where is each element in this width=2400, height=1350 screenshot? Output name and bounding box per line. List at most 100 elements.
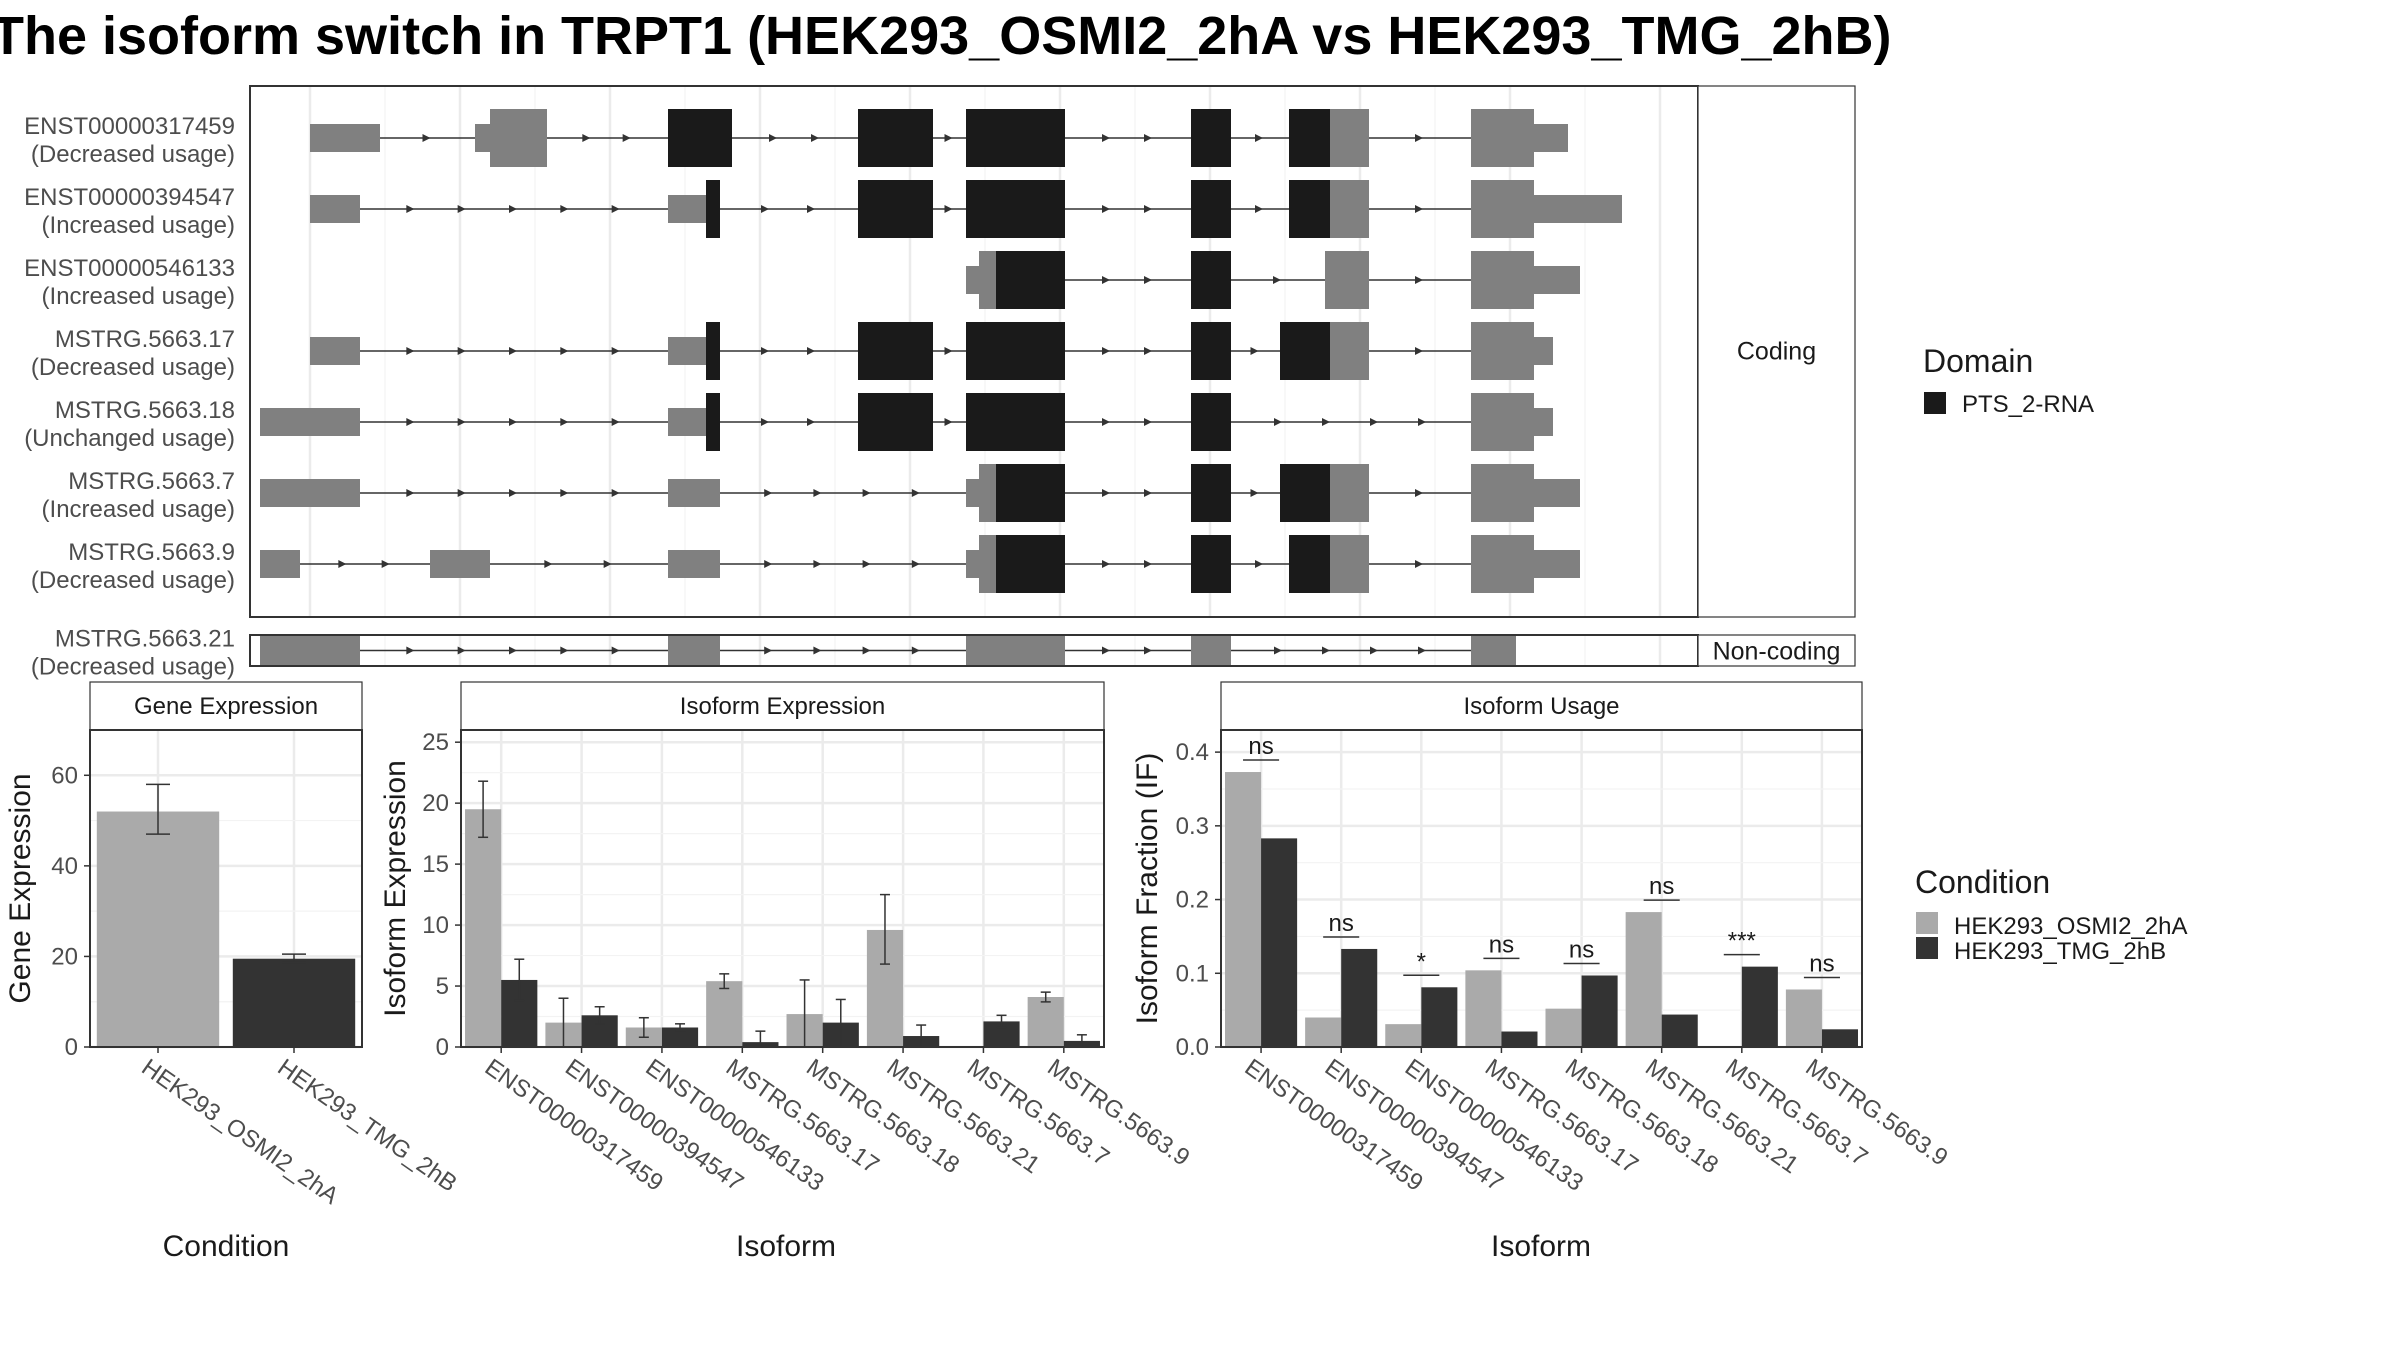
chart-title: Isoform Expression xyxy=(680,693,885,720)
direction-arrow xyxy=(457,418,466,426)
x-axis-title: Condition xyxy=(163,1230,290,1263)
noncoding-exon xyxy=(1471,635,1516,666)
transcript-id: ENST00000317459 xyxy=(24,113,235,140)
direction-arrow xyxy=(813,489,822,497)
transcript-row: MSTRG.5663.17(Decreased usage) xyxy=(31,322,1553,381)
direction-arrow xyxy=(1418,418,1426,426)
direction-arrow xyxy=(1322,646,1330,655)
y-tick-label: 15 xyxy=(422,851,449,878)
y-tick-label: 0 xyxy=(65,1034,78,1061)
domain-exon xyxy=(1280,464,1330,522)
significance-label: * xyxy=(1417,948,1426,975)
condition-legend-swatch xyxy=(1916,937,1938,959)
utr-exon xyxy=(1534,408,1553,436)
condition-legend-label: HEK293_OSMI2_2hA xyxy=(1954,913,2187,940)
bar xyxy=(1261,838,1298,1047)
transcript-usage: (Decreased usage) xyxy=(31,354,235,381)
bar xyxy=(1501,1031,1538,1047)
utr-exon xyxy=(310,337,360,365)
error-bar xyxy=(996,1014,1007,1029)
y-tick-label: 25 xyxy=(422,729,449,756)
direction-arrow xyxy=(1273,276,1281,284)
domain-exon xyxy=(1191,180,1231,238)
utr-exon xyxy=(1534,266,1580,294)
significance-label: ns xyxy=(1649,873,1674,900)
x-tick-label: MSTRG.5663.9 xyxy=(1042,1054,1194,1172)
y-tick-label: 0.1 xyxy=(1176,960,1209,987)
domain-legend: Domain PTS_2-RNA xyxy=(1923,343,2094,418)
noncoding-exon xyxy=(260,635,360,666)
facet-strip xyxy=(89,681,363,731)
direction-arrow xyxy=(611,646,620,655)
direction-arrow xyxy=(544,560,553,568)
direction-arrow xyxy=(764,489,773,497)
transcript-id: ENST00000394547 xyxy=(24,184,235,211)
domain-exon xyxy=(1191,393,1231,451)
direction-arrow xyxy=(944,134,953,142)
utr-exon xyxy=(260,550,300,578)
chart-title: Isoform Usage xyxy=(1463,693,1619,720)
page-title: The isoform switch in TRPT1 (HEK293_OSMI… xyxy=(0,6,1892,66)
utr-exon xyxy=(1471,180,1534,238)
significance-annotation: ns xyxy=(1483,931,1520,960)
direction-arrow xyxy=(1102,560,1110,568)
direction-arrow xyxy=(1370,646,1378,655)
direction-arrow xyxy=(807,205,815,213)
direction-arrow xyxy=(1415,134,1423,142)
direction-arrow xyxy=(406,347,415,355)
noncoding-strip-label: Non-coding xyxy=(1713,638,1841,666)
chart-title: Gene Expression xyxy=(134,693,318,720)
direction-arrow xyxy=(560,347,569,355)
transcript-label: MSTRG.5663.18(Unchanged usage) xyxy=(24,397,235,452)
utr-exon xyxy=(1471,464,1534,522)
direction-arrow xyxy=(1415,489,1423,497)
domain-exon xyxy=(858,109,933,167)
domain-exon xyxy=(858,322,933,380)
direction-arrow xyxy=(1144,418,1152,426)
direction-arrow xyxy=(1102,646,1110,655)
direction-arrow xyxy=(807,347,815,355)
domain-exon xyxy=(996,464,1065,522)
direction-arrow xyxy=(611,347,620,355)
y-tick-label: 5 xyxy=(436,973,449,1000)
domain-exon xyxy=(706,180,720,238)
bar xyxy=(1661,1014,1698,1047)
transcript-row: MSTRG.5663.18(Unchanged usage) xyxy=(24,393,1553,452)
domain-exon xyxy=(706,393,720,451)
transcript-structure-panel: ENST00000317459(Decreased usage)ENST0000… xyxy=(24,85,1856,681)
plot-border xyxy=(1220,729,1863,1048)
significance-annotation: ns xyxy=(1803,950,1840,979)
noncoding-exon xyxy=(668,635,720,666)
domain-exon xyxy=(996,535,1065,593)
domain-legend-swatch xyxy=(1924,392,1946,414)
plot-background xyxy=(461,730,1104,1047)
bar xyxy=(1341,948,1378,1047)
direction-arrow xyxy=(1102,489,1110,497)
domain-legend-title: Domain xyxy=(1923,343,2033,379)
domain-exon xyxy=(966,109,1065,167)
utr-exon xyxy=(966,266,979,294)
bar xyxy=(96,811,220,1047)
condition-legend-title: Condition xyxy=(1915,864,2050,900)
direction-arrow xyxy=(807,418,815,426)
y-tick-label: 20 xyxy=(422,790,449,817)
utr-exon xyxy=(1534,337,1553,365)
transcript-usage: (Increased usage) xyxy=(42,496,235,523)
direction-arrow xyxy=(1102,347,1110,355)
significance-label: ns xyxy=(1489,931,1514,958)
domain-exon xyxy=(1191,251,1231,309)
utr-exon xyxy=(979,535,996,593)
direction-arrow xyxy=(1250,347,1259,355)
domain-exon xyxy=(996,251,1065,309)
transcript-row: MSTRG.5663.21(Decreased usage) xyxy=(31,626,1516,681)
direction-arrow xyxy=(911,489,920,497)
direction-arrow xyxy=(422,134,431,142)
direction-arrow xyxy=(764,560,773,568)
bar xyxy=(1305,1017,1342,1047)
utr-exon xyxy=(1471,251,1534,309)
utr-exon xyxy=(668,195,706,223)
domain-exon xyxy=(1289,109,1330,167)
transcript-usage: (Decreased usage) xyxy=(31,141,235,168)
utr-exon xyxy=(260,479,360,507)
